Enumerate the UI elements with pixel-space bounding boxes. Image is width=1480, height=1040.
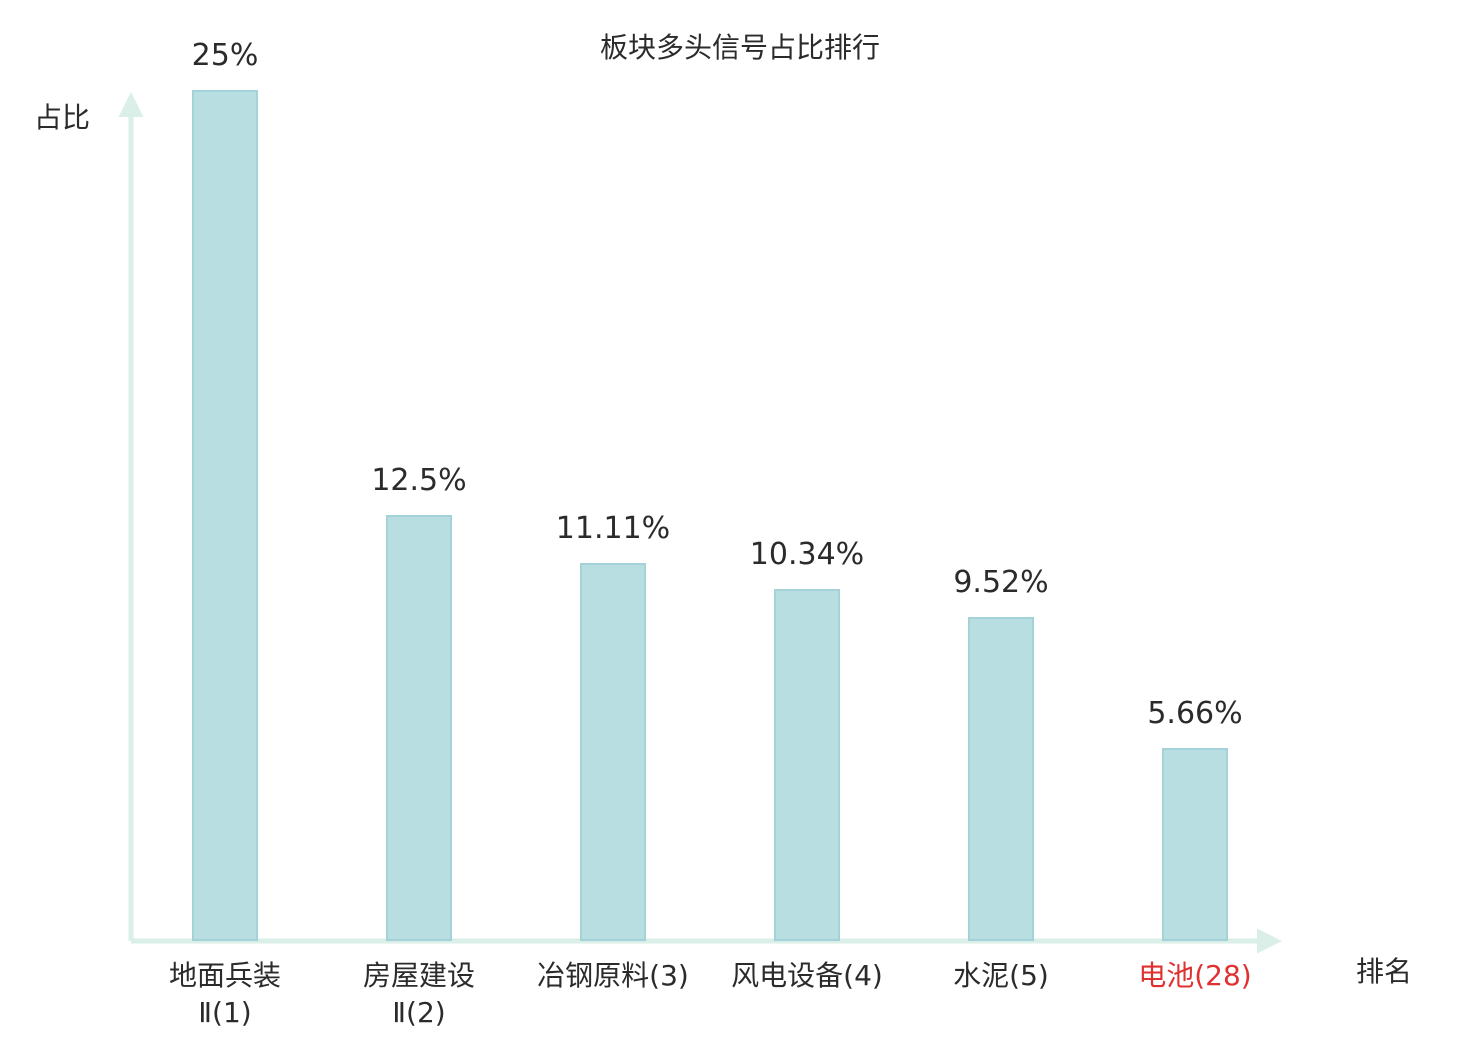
bar-category-label-6: 电池(28) <box>1045 957 1345 994</box>
bar-3 <box>580 563 646 941</box>
bar-category-label-line: 房屋建设 <box>362 959 475 992</box>
bar-category-label-1: 地面兵装 Ⅱ(1) <box>75 957 375 1031</box>
bar-category-label-line: 水泥(5) <box>953 959 1049 992</box>
bar-value-label-1: 25% <box>191 38 259 73</box>
bar-value-label-2: 12.5% <box>371 463 467 498</box>
bar-value-label-3: 11.11% <box>555 511 671 546</box>
bar-category-label-line: Ⅱ(2) <box>392 996 446 1029</box>
chart-title: 板块多头信号占比排行 <box>599 31 880 64</box>
bar-category-label-2: 房屋建设 Ⅱ(2) <box>269 957 569 1031</box>
bar-category-label-line: 风电设备(4) <box>731 959 883 992</box>
bar-5 <box>968 617 1034 941</box>
bar-value-label-4: 10.34% <box>749 537 865 572</box>
bar-4 <box>774 589 840 941</box>
bar-category-label-3: 冶钢原料(3) <box>463 957 763 994</box>
bar-category-label-4: 风电设备(4) <box>657 957 957 994</box>
x-axis-label: 排名 <box>1356 955 1413 988</box>
bar-category-label-line: 冶钢原料(3) <box>537 959 689 992</box>
bar-category-label-line: Ⅱ(1) <box>198 996 252 1029</box>
bar-6 <box>1162 748 1228 941</box>
y-axis-label: 占比 <box>34 101 91 134</box>
bar-category-label-5: 水泥(5) <box>851 957 1151 994</box>
bar-2 <box>386 515 452 941</box>
bar-value-label-6: 5.66% <box>1147 696 1243 731</box>
bar-value-label-5: 9.52% <box>953 565 1049 600</box>
bar-category-label-line: 地面兵装 <box>168 959 281 992</box>
bar-1 <box>192 90 258 941</box>
bar-category-label-line: 电池(28) <box>1138 959 1252 992</box>
